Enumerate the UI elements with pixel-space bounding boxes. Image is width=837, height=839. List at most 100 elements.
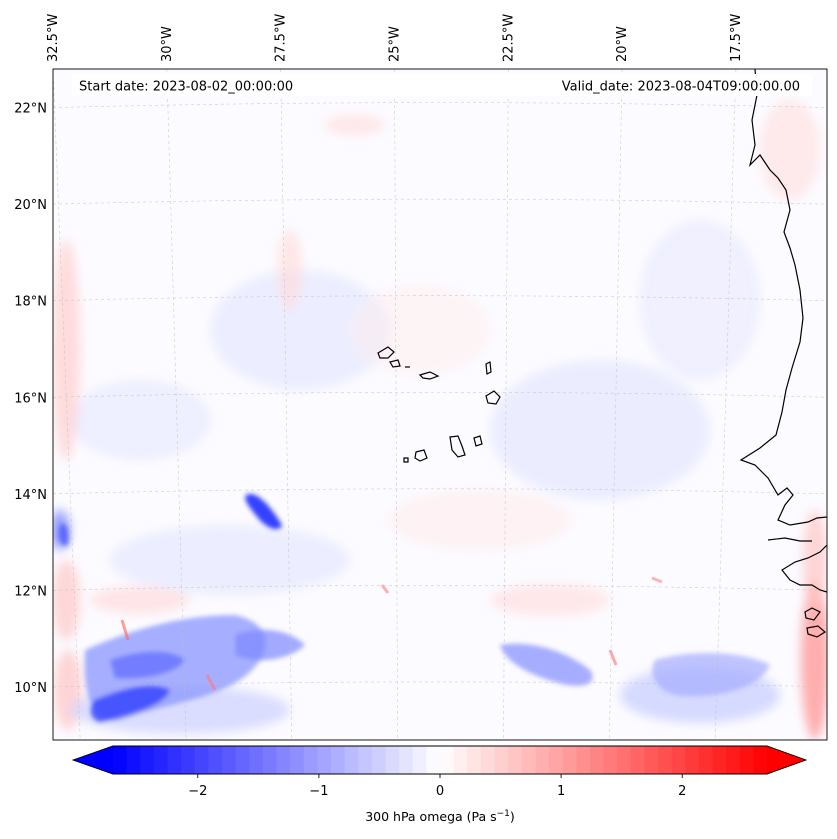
meridian-gridline	[280, 69, 293, 740]
colorbar-cell	[617, 746, 632, 774]
colorbar-cell	[181, 746, 196, 774]
colorbar-cell	[153, 746, 169, 774]
colorbar-gradient	[113, 746, 768, 774]
colorbar-cell	[290, 746, 305, 774]
africa-coastline-gambia	[767, 537, 812, 542]
map-panel: Start date: 2023-08-02_00:00:00 Valid_da…	[53, 69, 827, 740]
latitude-tick-label: 14°N	[14, 488, 47, 503]
colorbar-cell	[753, 746, 768, 774]
parallel-gridline	[53, 585, 827, 591]
africa-coastline-south	[781, 544, 827, 593]
latitude-tick-label: 16°N	[14, 391, 47, 406]
meridian-gridline	[53, 69, 81, 740]
header-band	[72, 74, 812, 96]
colorbar-cell	[644, 746, 659, 774]
colorbar-cell	[589, 746, 605, 774]
africa-coastline-island	[806, 625, 827, 638]
cape-verde-fogo	[414, 449, 428, 462]
colorbar-cell	[126, 746, 141, 774]
start-date-label: Start date: 2023-08-02_00:00:00	[79, 80, 293, 95]
colorbar-cell	[494, 746, 509, 774]
cape-verde-sal	[485, 361, 492, 375]
parallel-gridline	[53, 681, 827, 688]
colorbar-cell	[371, 746, 387, 774]
latitude-tick-label: 20°N	[14, 198, 47, 213]
longitude-tick-label: 17.5°W	[729, 14, 744, 62]
colorbar-cell	[208, 746, 223, 774]
longitude-tick-label: 32.5°W	[46, 14, 61, 62]
colorbar-cell	[603, 746, 618, 774]
cape-verde-santiago	[449, 435, 466, 458]
meridian-gridline	[166, 69, 187, 740]
colorbar-cell	[140, 746, 155, 774]
longitude-tick-label: 27.5°W	[274, 14, 289, 62]
colorbar-outline	[71, 745, 808, 775]
africa-coastline	[739, 69, 827, 526]
colorbar-cell	[467, 746, 482, 774]
colorbar-cell	[658, 746, 673, 774]
omega-strong-cells	[58, 494, 770, 722]
colorbar-cell	[712, 746, 727, 774]
latitude-tick-label: 22°N	[14, 102, 47, 117]
colorbar-tick-label: 1	[557, 784, 565, 799]
colorbar-cell	[630, 746, 645, 774]
colorbar-cell	[685, 746, 700, 774]
meridian-gridline	[714, 69, 737, 740]
colorbar-cell	[358, 746, 373, 774]
latitude-tick-label: 10°N	[14, 681, 47, 696]
colorbar-cell	[276, 746, 291, 774]
colorbar-cell	[262, 746, 278, 774]
colorbar-cell	[194, 746, 209, 774]
colorbar-extend-min	[73, 746, 113, 774]
colorbar-tick-label: −1	[309, 784, 328, 799]
cape-verde-sao-vicente	[389, 359, 401, 368]
meridian-gridline	[609, 69, 623, 740]
colorbar-cell	[535, 746, 550, 774]
colorbar-tick-label: 2	[678, 784, 686, 799]
africa-coastline-island	[804, 607, 821, 621]
colorbar-cell	[317, 746, 332, 774]
omega-field	[53, 100, 827, 740]
coastline	[377, 69, 827, 638]
colorbar-ticks: −2 −1 0 1 2	[188, 774, 686, 799]
longitude-tick-label: 25°W	[387, 26, 402, 62]
colorbar-cell	[726, 746, 741, 774]
colorbar-cell	[113, 746, 128, 774]
longitude-tick-label: 30°W	[160, 26, 175, 62]
colorbar-cell	[698, 746, 714, 774]
colorbar-cell	[440, 746, 455, 774]
parallel-gridline	[53, 295, 827, 302]
parallel-gridline	[53, 198, 827, 205]
latitude-tick-labels: 22°N 20°N 18°N 16°N 14°N 12°N 10°N	[14, 102, 47, 696]
colorbar-cell	[562, 746, 577, 774]
colorbar-cell	[249, 746, 264, 774]
latitude-tick-label: 12°N	[14, 584, 47, 599]
colorbar-cell	[412, 746, 427, 774]
map-frame	[52, 68, 828, 741]
cape-verde-santo-antao	[377, 346, 395, 359]
colorbar-cell	[426, 746, 441, 774]
colorbar-cell	[480, 746, 496, 774]
cape-verde-brava	[403, 457, 409, 463]
longitude-tick-label: 22.5°W	[501, 14, 516, 62]
latitude-tick-label: 18°N	[14, 295, 47, 310]
colorbar-cell	[235, 746, 250, 774]
colorbar-cell	[739, 746, 754, 774]
colorbar-cell	[521, 746, 536, 774]
colorbar-cell	[576, 746, 591, 774]
colorbar-tick-label: −2	[188, 784, 207, 799]
colorbar-tick-label: 0	[436, 784, 444, 799]
colorbar-cell	[331, 746, 346, 774]
meridian-gridline	[394, 69, 398, 740]
cape-verde-maio	[473, 435, 483, 447]
meridian-gridline	[503, 69, 509, 740]
parallel-gridline	[53, 102, 827, 108]
parallel-gridline	[53, 488, 827, 495]
colorbar-cell	[508, 746, 523, 774]
colorbar-cell	[344, 746, 359, 774]
longitude-tick-label: 20°W	[615, 26, 630, 62]
colorbar-cell	[167, 746, 182, 774]
colorbar-cell	[385, 746, 400, 774]
parallel-gridline	[53, 391, 827, 398]
gridlines	[53, 69, 827, 740]
